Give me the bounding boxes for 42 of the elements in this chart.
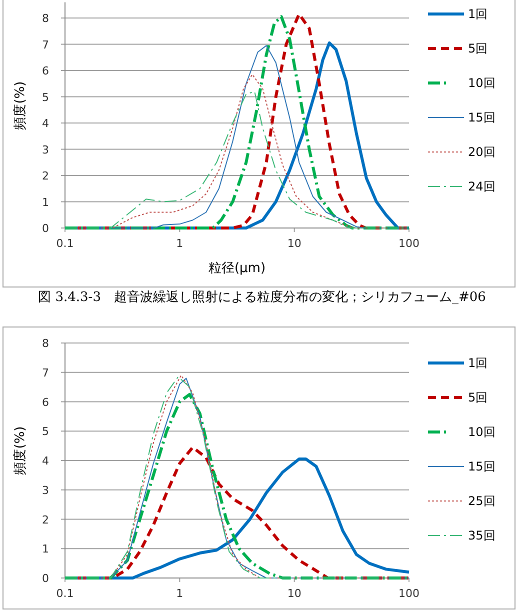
y-tick-label: 4 xyxy=(42,454,49,468)
y-tick-label: 7 xyxy=(42,38,49,52)
x-tick-label: 10 xyxy=(287,237,302,250)
x-tick-label: 1 xyxy=(176,587,184,600)
legend-label: 10回 xyxy=(468,76,496,90)
y-tick-label: 5 xyxy=(42,90,49,104)
x-tick-label: 0.1 xyxy=(56,237,74,250)
caption: 図 3.4.3-3 超音波繰返し照射による粒度分布の変化；シリカフューム_#06 xyxy=(38,289,486,305)
y-axis-title: 頻度(%) xyxy=(12,81,28,130)
legend-label: 25回 xyxy=(468,494,496,508)
y-tick-label: 4 xyxy=(42,117,49,130)
legend-label: 15回 xyxy=(468,110,496,124)
legend-label: 5回 xyxy=(468,42,488,56)
legend-label: 5回 xyxy=(468,390,488,404)
legend-label: 10回 xyxy=(468,425,496,439)
legend-label: 1回 xyxy=(468,356,488,370)
legend-label: 35回 xyxy=(468,528,496,542)
legend-label: 20回 xyxy=(468,145,496,159)
y-tick-label: 6 xyxy=(42,64,49,78)
x-tick-label: 100 xyxy=(398,237,420,250)
y-tick-label: 3 xyxy=(42,143,49,156)
y-tick-label: 1 xyxy=(42,196,49,209)
legend-label: 1回 xyxy=(468,7,488,21)
y-tick-label: 8 xyxy=(42,337,49,350)
y-tick-label: 8 xyxy=(42,12,49,25)
x-tick-label: 0.1 xyxy=(56,587,74,600)
y-tick-label: 2 xyxy=(42,513,49,526)
y-axis-title: 頻度(%) xyxy=(12,426,28,475)
y-tick-label: 6 xyxy=(42,396,49,409)
y-tick-label: 1 xyxy=(42,542,49,556)
legend-label: 15回 xyxy=(468,460,496,474)
y-tick-label: 0 xyxy=(42,572,49,585)
x-tick-label: 10 xyxy=(287,587,302,600)
y-tick-label: 5 xyxy=(42,425,49,438)
x-axis-title: 粒径(μm) xyxy=(208,261,266,276)
y-tick-label: 3 xyxy=(42,484,49,497)
legend-label: 24回 xyxy=(468,180,496,194)
x-tick-label: 1 xyxy=(176,237,184,250)
y-tick-label: 2 xyxy=(42,170,49,182)
y-tick-label: 7 xyxy=(42,366,49,380)
x-tick-label: 100 xyxy=(398,587,420,600)
y-tick-label: 0 xyxy=(42,222,49,235)
